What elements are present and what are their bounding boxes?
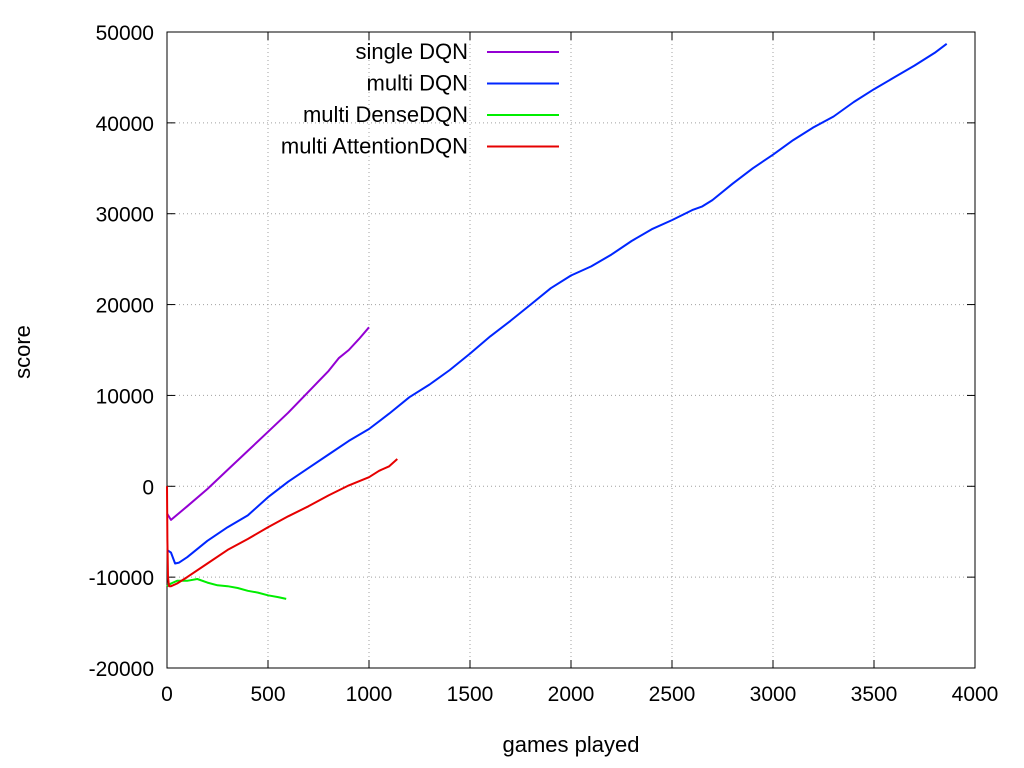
y-tick-label: 50000 xyxy=(96,22,154,45)
x-tick-label: 4000 xyxy=(952,683,999,706)
legend-label: multi DQN xyxy=(367,71,468,96)
series-lines xyxy=(166,43,948,600)
y-tick-label: 20000 xyxy=(96,295,154,318)
series-line-multi-attentiondqn xyxy=(166,458,398,588)
y-tick-label: 30000 xyxy=(96,204,154,227)
x-tick-label: 3000 xyxy=(750,683,797,706)
x-tick-label: 1500 xyxy=(447,683,494,706)
x-tick-label: 3500 xyxy=(851,683,898,706)
series-line-single-dqn xyxy=(166,326,370,521)
y-tick-label: 0 xyxy=(142,476,154,499)
y-tick-label: -10000 xyxy=(89,567,154,590)
y-axis-title: score xyxy=(10,325,35,379)
x-tick-label: 1000 xyxy=(346,683,393,706)
y-tick-label: 40000 xyxy=(96,113,154,136)
legend: single DQN multi DQN multi DenseDQN multi A… xyxy=(281,39,559,159)
legend-label: multi AttentionDQN xyxy=(281,134,468,159)
y-tick-label: -20000 xyxy=(89,658,154,681)
x-tick-label: 500 xyxy=(250,683,285,706)
x-tick-label: 2500 xyxy=(649,683,696,706)
x-axis-title: games played xyxy=(503,732,640,757)
legend-label: multi DenseDQN xyxy=(303,102,468,127)
axis-ticks: 0 500 1000 1500 2000 2500 3000 3500 4000 -20000 -1… xyxy=(89,22,999,706)
series-line-multi-dqn xyxy=(166,43,948,565)
y-tick-label: 10000 xyxy=(96,385,154,408)
series-line-multi-densedqn xyxy=(166,578,287,600)
x-tick-label: 0 xyxy=(161,683,173,706)
grid xyxy=(167,32,975,668)
legend-label: single DQN xyxy=(356,39,468,64)
x-tick-label: 2000 xyxy=(548,683,595,706)
